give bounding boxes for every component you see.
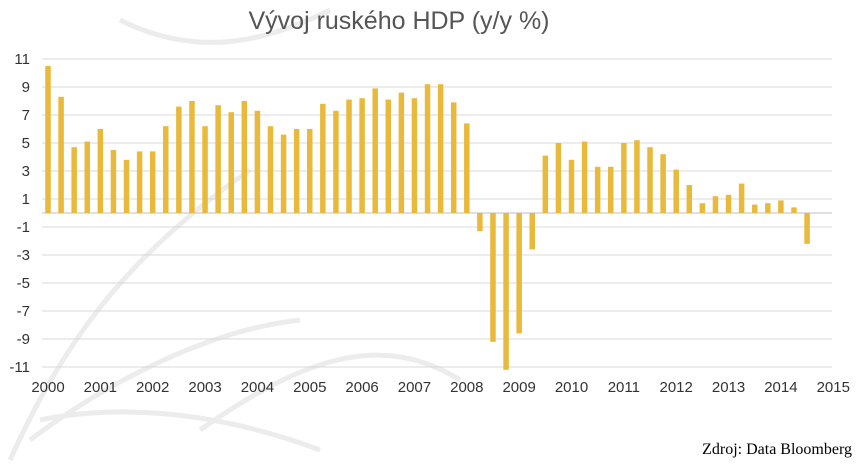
x-tick-label: 2015 [817, 379, 850, 396]
bar [241, 101, 248, 213]
x-tick-label: 2014 [764, 379, 797, 396]
bar [804, 213, 810, 244]
bar [529, 213, 535, 250]
bar [163, 126, 169, 213]
x-tick-label: 2005 [293, 379, 326, 396]
y-tick-label: -9 [17, 331, 30, 348]
bar [437, 84, 444, 213]
bar [660, 154, 666, 213]
x-tick-label: 2008 [450, 379, 483, 396]
bar [333, 110, 339, 213]
x-tick-label: 2006 [345, 379, 378, 396]
bar [503, 213, 509, 370]
x-tick-label: 2000 [31, 379, 64, 396]
y-tick-label: -7 [17, 303, 30, 320]
y-tick-label: 3 [22, 163, 30, 180]
bar [254, 110, 261, 213]
bar [385, 99, 392, 213]
bar [97, 129, 104, 213]
y-tick-label: 1 [22, 191, 30, 208]
bar [359, 98, 365, 213]
bars [45, 66, 810, 370]
bar [542, 155, 549, 213]
bar [673, 169, 679, 213]
bar [450, 102, 457, 213]
bar [280, 134, 287, 213]
bar [176, 106, 182, 213]
x-tick-label: 2010 [555, 379, 588, 396]
y-tick-label: -1 [17, 219, 30, 236]
y-tick-label: -3 [17, 247, 30, 264]
bar [372, 88, 378, 213]
x-tick-label: 2007 [398, 379, 431, 396]
bar [202, 126, 208, 213]
y-tick-label: 7 [22, 107, 30, 124]
y-tick-label: 11 [14, 51, 30, 68]
bar [293, 129, 300, 213]
bar [346, 99, 352, 213]
bar [765, 203, 771, 213]
bar [581, 141, 588, 213]
bar [424, 84, 431, 213]
bar [267, 126, 274, 213]
bar [411, 98, 418, 213]
bar [621, 143, 627, 213]
bar [555, 143, 562, 213]
x-tick-label: 2013 [712, 379, 745, 396]
bar [712, 196, 719, 213]
bar [149, 151, 156, 213]
bar [608, 166, 614, 213]
y-tick-label: 5 [22, 135, 30, 152]
bar [738, 183, 745, 213]
x-axis-ticks: 2000 2001 2002 2003 2004 2005 2006 2007 2008 2009… [31, 379, 850, 396]
bar [228, 112, 234, 213]
x-tick-label: 2012 [660, 379, 693, 396]
bar [307, 129, 313, 213]
bar [71, 147, 77, 213]
bar [84, 141, 91, 213]
bar [58, 96, 64, 213]
y-tick-label: 9 [22, 79, 30, 96]
bar [647, 147, 653, 213]
bar [45, 66, 51, 213]
bar [699, 203, 706, 213]
bar [215, 105, 221, 213]
x-tick-label: 2009 [502, 379, 535, 396]
bar [634, 140, 640, 213]
y-tick-label: -5 [17, 275, 30, 292]
bar [516, 213, 522, 334]
bar [778, 200, 784, 213]
bar [725, 194, 732, 213]
bar [568, 159, 575, 213]
x-tick-label: 2003 [188, 379, 221, 396]
x-tick-label: 2002 [136, 379, 169, 396]
bar [477, 213, 483, 232]
bar [320, 103, 326, 213]
bar [398, 92, 405, 213]
y-tick-label: -11 [9, 359, 30, 376]
x-tick-label: 2004 [241, 379, 274, 396]
bar [464, 123, 470, 213]
bar [751, 204, 758, 213]
bar [686, 185, 693, 213]
bar [136, 151, 143, 213]
chart-title: Vývoj ruského HDP (y/y %) [248, 7, 549, 35]
bar [110, 150, 117, 213]
bar [791, 207, 797, 213]
bar [189, 101, 195, 213]
y-axis-ticks: 11 9 7 5 3 1 -1 -3 -5 -7 -9 -11 [9, 51, 30, 376]
bar [594, 166, 601, 213]
x-tick-label: 2001 [84, 379, 117, 396]
source-note: Zdroj: Data Bloomberg [702, 441, 852, 458]
bar [490, 213, 496, 342]
watermark-decoration [7, 7, 462, 462]
bar [123, 159, 130, 213]
x-tick-label: 2011 [608, 379, 640, 396]
